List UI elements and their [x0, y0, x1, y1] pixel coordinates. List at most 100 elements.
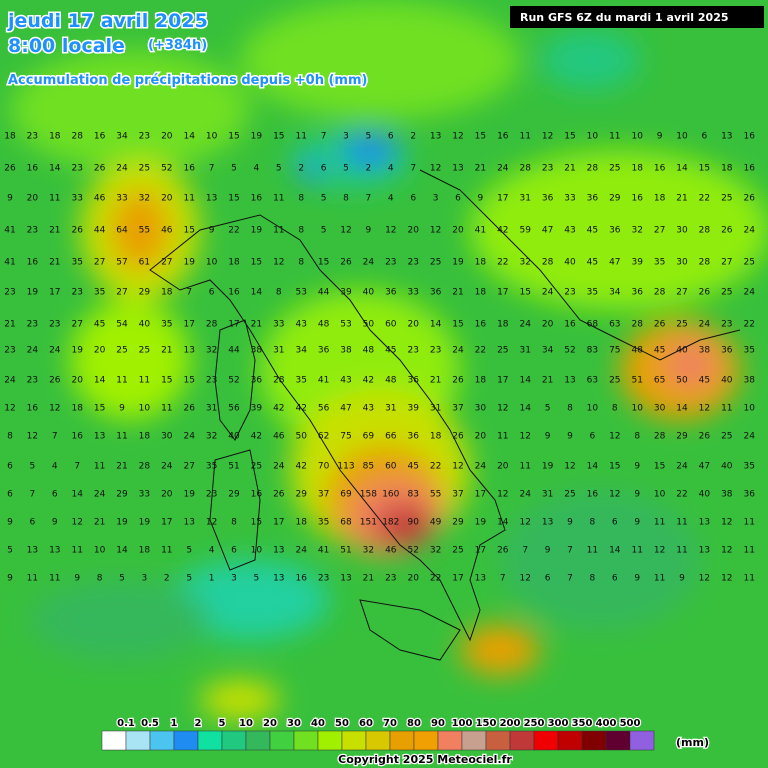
grid-value: 27 — [161, 258, 172, 268]
grid-value: 70 — [318, 462, 330, 472]
legend-swatch — [245, 730, 271, 751]
grid-value: 9 — [679, 574, 685, 584]
grid-value: 13 — [542, 518, 553, 528]
grid-value: 68 — [587, 320, 599, 330]
grid-value: 26 — [49, 376, 61, 386]
grid-value: 19 — [183, 258, 195, 268]
grid-value: 16 — [587, 490, 599, 500]
grid-value: 56 — [318, 404, 330, 414]
legend-swatch — [533, 730, 559, 751]
grid-value: 10 — [676, 132, 688, 142]
grid-value: 33 — [564, 194, 575, 204]
grid-value: 24 — [116, 164, 128, 174]
grid-value: 10 — [631, 132, 643, 142]
grid-value: 12 — [609, 490, 620, 500]
grid-value: 23 — [318, 574, 329, 584]
grid-value: 22 — [676, 490, 687, 500]
grid-value: 9 — [7, 518, 13, 528]
grid-value: 23 — [49, 320, 60, 330]
grid-value: 9 — [545, 432, 551, 442]
grid-value: 24 — [27, 346, 39, 356]
grid-value: 7 — [52, 432, 58, 442]
grid-value: 11 — [676, 518, 687, 528]
grid-value: 55 — [139, 226, 150, 236]
grid-value: 21 — [251, 320, 262, 330]
grid-value: 25 — [139, 164, 150, 174]
grid-value: 36 — [385, 288, 397, 298]
grid-value: 34 — [609, 288, 621, 298]
grid-value: 38 — [721, 490, 733, 500]
grid-value: 9 — [567, 432, 573, 442]
grid-value: 8 — [276, 288, 282, 298]
grid-value: 25 — [721, 194, 732, 204]
grid-value: 24 — [743, 288, 755, 298]
grid-value: 18 — [475, 258, 487, 268]
grid-value: 21 — [4, 320, 15, 330]
grid-value: 24 — [743, 432, 755, 442]
grid-value: 39 — [251, 404, 263, 414]
grid-value: 10 — [206, 258, 218, 268]
grid-value: 8 — [298, 194, 304, 204]
grid-value: 23 — [206, 490, 217, 500]
grid-value: 28 — [519, 164, 531, 174]
grid-value: 48 — [363, 346, 375, 356]
grid-value: 12 — [385, 226, 396, 236]
grid-value: 35 — [71, 258, 82, 268]
grid-value: 60 — [385, 462, 397, 472]
legend-label: 80 — [407, 718, 421, 729]
grid-value: 11 — [27, 574, 38, 584]
grid-value: 45 — [385, 346, 396, 356]
grid-value: 48 — [631, 346, 643, 356]
grid-value: 51 — [228, 462, 239, 472]
grid-value: 26 — [452, 432, 464, 442]
grid-value: 37 — [318, 490, 329, 500]
legend-label: 150 — [476, 718, 497, 729]
grid-value: 10 — [587, 132, 599, 142]
grid-value: 39 — [407, 404, 419, 414]
grid-value: 33 — [139, 490, 150, 500]
grid-value: 7 — [500, 574, 506, 584]
grid-value: 35 — [94, 288, 105, 298]
grid-value: 43 — [564, 226, 575, 236]
grid-value: 12 — [654, 546, 665, 556]
grid-value: 25 — [139, 346, 150, 356]
grid-value: 40 — [676, 346, 688, 356]
grid-value: 12 — [273, 258, 284, 268]
grid-value: 26 — [183, 404, 195, 414]
grid-value: 14 — [430, 320, 442, 330]
grid-value: 14 — [49, 164, 61, 174]
grid-value: 10 — [654, 490, 666, 500]
grid-value: 15 — [94, 404, 105, 414]
coastlines — [149, 169, 741, 661]
grid-value: 45 — [407, 462, 418, 472]
grid-value: 5 — [343, 164, 349, 174]
grid-value: 7 — [186, 288, 192, 298]
grid-value: 20 — [497, 462, 509, 472]
grid-value: 22 — [430, 574, 441, 584]
grid-value: 17 — [452, 574, 463, 584]
grid-value: 7 — [321, 132, 327, 142]
grid-value: 16 — [497, 132, 509, 142]
grid-value: 22 — [228, 226, 239, 236]
grid-value: 6 — [410, 194, 416, 204]
grid-value: 12 — [71, 518, 82, 528]
grid-value: 24 — [49, 346, 61, 356]
grid-value: 11 — [273, 194, 284, 204]
legend-label: 50 — [335, 718, 349, 729]
grid-value: 30 — [654, 404, 666, 414]
grid-value: 2 — [366, 164, 372, 174]
legend-swatch — [557, 730, 583, 751]
grid-value: 21 — [564, 164, 575, 174]
grid-value: 15 — [228, 132, 239, 142]
grid-value: 5 — [276, 164, 282, 174]
grid-value: 5 — [321, 226, 327, 236]
grid-value: 7 — [30, 490, 36, 500]
legend-label: 10 — [239, 718, 253, 729]
grid-value: 9 — [545, 546, 551, 556]
legend-swatch — [101, 730, 127, 751]
grid-value: 9 — [7, 574, 13, 584]
grid-value: 13 — [206, 194, 217, 204]
legend-label: 500 — [620, 718, 641, 729]
grid-value: 16 — [743, 132, 755, 142]
